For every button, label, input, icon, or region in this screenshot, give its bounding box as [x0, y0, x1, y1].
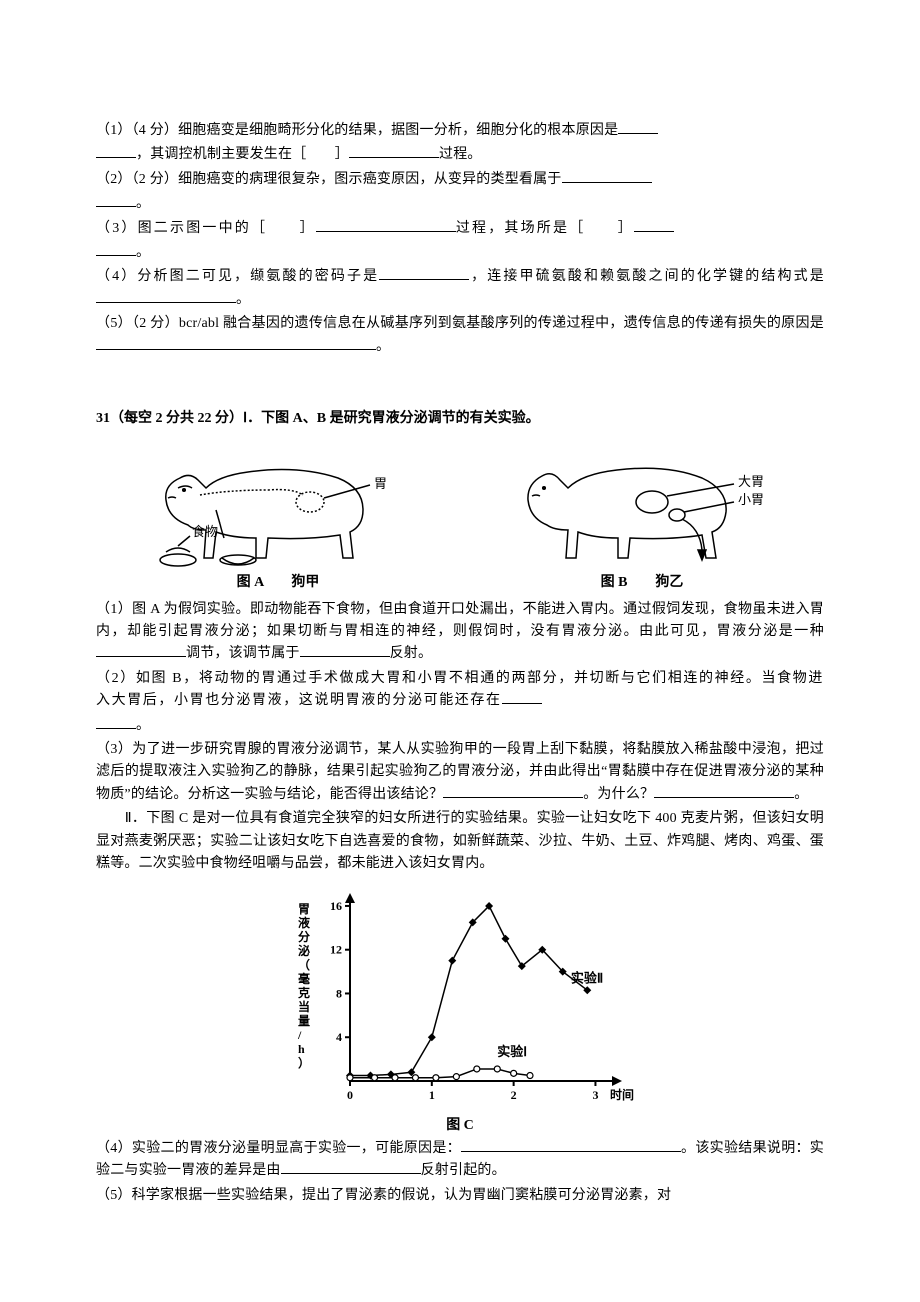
q31-2a: （2）如图 B，将动物的胃通过手术做成大胃和小胃不相通的两部分，并切断与它们相连…: [96, 671, 824, 708]
svg-text:）: ）: [298, 1055, 310, 1070]
q31-header: 31（每空 2 分共 22 分）Ⅰ．下图 A、B 是研究胃液分泌调节的有关实验。: [96, 408, 824, 430]
q31-1-blank2: [300, 643, 390, 657]
q1-line2: ，其调控机制主要发生在［ ］ 过程。: [96, 144, 824, 166]
q4-text-b: ，连接甲硫氨酸和赖氨酸之间的化学键的结构式是: [469, 269, 824, 284]
svg-text:液: 液: [298, 915, 310, 930]
q1-text-b: ，其调控机制主要发生在［ ］: [136, 147, 349, 162]
q1-blank-3: [349, 144, 439, 158]
q31-4-blank2: [281, 1160, 421, 1174]
q1-blank-1: [618, 120, 658, 134]
q2-line1: （2）（2 分）细胞癌变的病理很复杂，图示癌变原因，从变异的类型看属于: [96, 169, 824, 191]
svg-text:h: h: [298, 1042, 305, 1056]
q3-blank-3: [96, 242, 136, 256]
q31-2: （2）如图 B，将动物的胃通过手术做成大胃和小胃不相通的两部分，并切断与它们相连…: [96, 668, 824, 713]
q3-text-b: 过程，其场所是［ ］: [456, 221, 634, 236]
q31-3-blank2: [654, 784, 794, 798]
q31-1a: （1）图 A 为假饲实验。即动物能吞下食物，但由食道开口处漏出，不能进入胃内。通…: [96, 602, 824, 639]
svg-text:实验Ⅱ: 实验Ⅱ: [571, 971, 603, 986]
q3-line1: （3）图二示图一中的［ ］ 过程，其场所是［ ］: [96, 218, 824, 240]
q31-3b: 。为什么？: [583, 787, 654, 802]
label-stomach: 胃: [374, 476, 387, 491]
q31-1b: 调节，该调节属于: [186, 646, 300, 661]
svg-text:12: 12: [330, 943, 342, 957]
q31-5: （5）科学家根据一些实验结果，提出了胃泌素的假说，认为胃幽门窦粘膜可分泌胃泌素，…: [96, 1185, 824, 1207]
q2-line2: 。: [96, 193, 824, 215]
svg-text:8: 8: [336, 987, 342, 1001]
q4-line: （4）分析图二可见，缬氨酸的密码子是 ，连接甲硫氨酸和赖氨酸之间的化学键的结构式是…: [96, 266, 824, 311]
svg-text:3: 3: [592, 1088, 598, 1102]
q31-2b: 。: [136, 718, 150, 733]
q31-2-blank1: [502, 690, 542, 704]
figure-b: 大胃 小胃 图 B 狗乙: [502, 440, 782, 594]
svg-text:0: 0: [347, 1088, 353, 1102]
q2-blank-1: [562, 169, 652, 183]
q3-text-c: 。: [136, 245, 150, 260]
q2-blank-2: [96, 193, 136, 207]
q4-text-a: （4）分析图二可见，缬氨酸的密码子是: [96, 269, 379, 284]
svg-text:2: 2: [511, 1088, 517, 1102]
svg-text:量: 量: [298, 1014, 310, 1028]
q31-1-blank1: [96, 643, 186, 657]
q31-4c: 反射引起的。: [421, 1163, 506, 1178]
svg-text:毫: 毫: [298, 971, 310, 986]
svg-text:胃: 胃: [298, 902, 310, 916]
q31-2b-line: 。: [96, 715, 824, 737]
q3-blank-1: [316, 218, 456, 232]
chart-c-svg: 0123481216胃液分泌（毫克当量/h）时间（h）实验Ⅱ实验Ⅰ: [280, 883, 640, 1113]
q31-3-blank1: [443, 784, 583, 798]
q31-3c: 。: [794, 787, 808, 802]
chart-c-wrap: 0123481216胃液分泌（毫克当量/h）时间（h）实验Ⅱ实验Ⅰ: [96, 883, 824, 1113]
q1-text-a: （1）（4 分）细胞癌变是细胞畸形分化的结果，据图一分析，细胞分化的根本原因是: [96, 123, 618, 138]
q4-text-c: 。: [236, 292, 250, 307]
q31-4: （4）实验二的胃液分泌量明显高于实验一，可能原因是：。该实验结果说明：实验二与实…: [96, 1138, 824, 1183]
figure-a-caption: 图 A 狗甲: [237, 572, 320, 594]
svg-text:4: 4: [336, 1031, 342, 1045]
q3-blank-2: [634, 218, 674, 232]
svg-text:当: 当: [298, 999, 310, 1014]
q4-blank-1: [379, 266, 469, 280]
svg-text:克: 克: [298, 985, 310, 1000]
q1-text-c: 过程。: [439, 147, 482, 162]
q31-2-blank2: [96, 715, 136, 729]
q31-1c: 反射。: [390, 646, 433, 661]
q4-blank-2: [96, 289, 236, 303]
svg-text:实验Ⅰ: 实验Ⅰ: [497, 1044, 527, 1059]
q2-text-a: （2）（2 分）细胞癌变的病理很复杂，图示癌变原因，从变异的类型看属于: [96, 172, 562, 187]
q31-3: （3）为了进一步研究胃腺的胃液分泌调节，某人从实验狗甲的一段胃上刮下黏膜，将黏膜…: [96, 739, 824, 806]
q31-4-blank1: [461, 1138, 681, 1152]
svg-text:1: 1: [429, 1088, 435, 1102]
figure-row-ab: 胃 食物 图 A 狗甲 大胃 小胃: [96, 440, 824, 594]
q5-blank: [96, 336, 376, 350]
dog-a-svg: 胃 食物: [138, 440, 418, 570]
figure-a: 胃 食物 图 A 狗甲: [138, 440, 418, 594]
q5-text-b: 。: [376, 339, 390, 354]
chart-c-caption: 图 C: [96, 1115, 824, 1137]
q5-line: （5）（2 分）bcr/abl 融合基因的遗传信息在从碱基序列到氨基酸序列的传递…: [96, 313, 824, 358]
label-small-stomach: 小胃: [738, 492, 764, 507]
q31-part2: Ⅱ．下图 C 是对一位具有食道完全狭窄的妇女所进行的实验结果。实验一让妇女吃下 …: [96, 808, 824, 875]
svg-text:分: 分: [298, 929, 310, 944]
label-big-stomach: 大胃: [738, 474, 764, 489]
q31-1: （1）图 A 为假饲实验。即动物能吞下食物，但由食道开口处漏出，不能进入胃内。通…: [96, 599, 824, 666]
svg-text:（: （: [298, 957, 310, 972]
svg-text:时间（h）: 时间（h）: [610, 1087, 640, 1102]
svg-text:泌: 泌: [298, 943, 310, 958]
figure-b-caption: 图 B 狗乙: [601, 572, 684, 594]
q2-text-b: 。: [136, 196, 150, 211]
svg-text:/: /: [297, 1028, 302, 1042]
q5-text-a: （5）（2 分）bcr/abl 融合基因的遗传信息在从碱基序列到氨基酸序列的传递…: [96, 316, 824, 331]
q3-line2: 。: [96, 242, 824, 264]
q1-blank-2: [96, 144, 136, 158]
q3-text-a: （3）图二示图一中的［ ］: [96, 221, 316, 236]
q31-4a: （4）实验二的胃液分泌量明显高于实验一，可能原因是：: [96, 1141, 461, 1156]
label-food: 食物: [192, 524, 218, 539]
q1-line1: （1）（4 分）细胞癌变是细胞畸形分化的结果，据图一分析，细胞分化的根本原因是: [96, 120, 824, 142]
dog-b-svg: 大胃 小胃: [502, 440, 782, 570]
svg-text:16: 16: [330, 899, 342, 913]
